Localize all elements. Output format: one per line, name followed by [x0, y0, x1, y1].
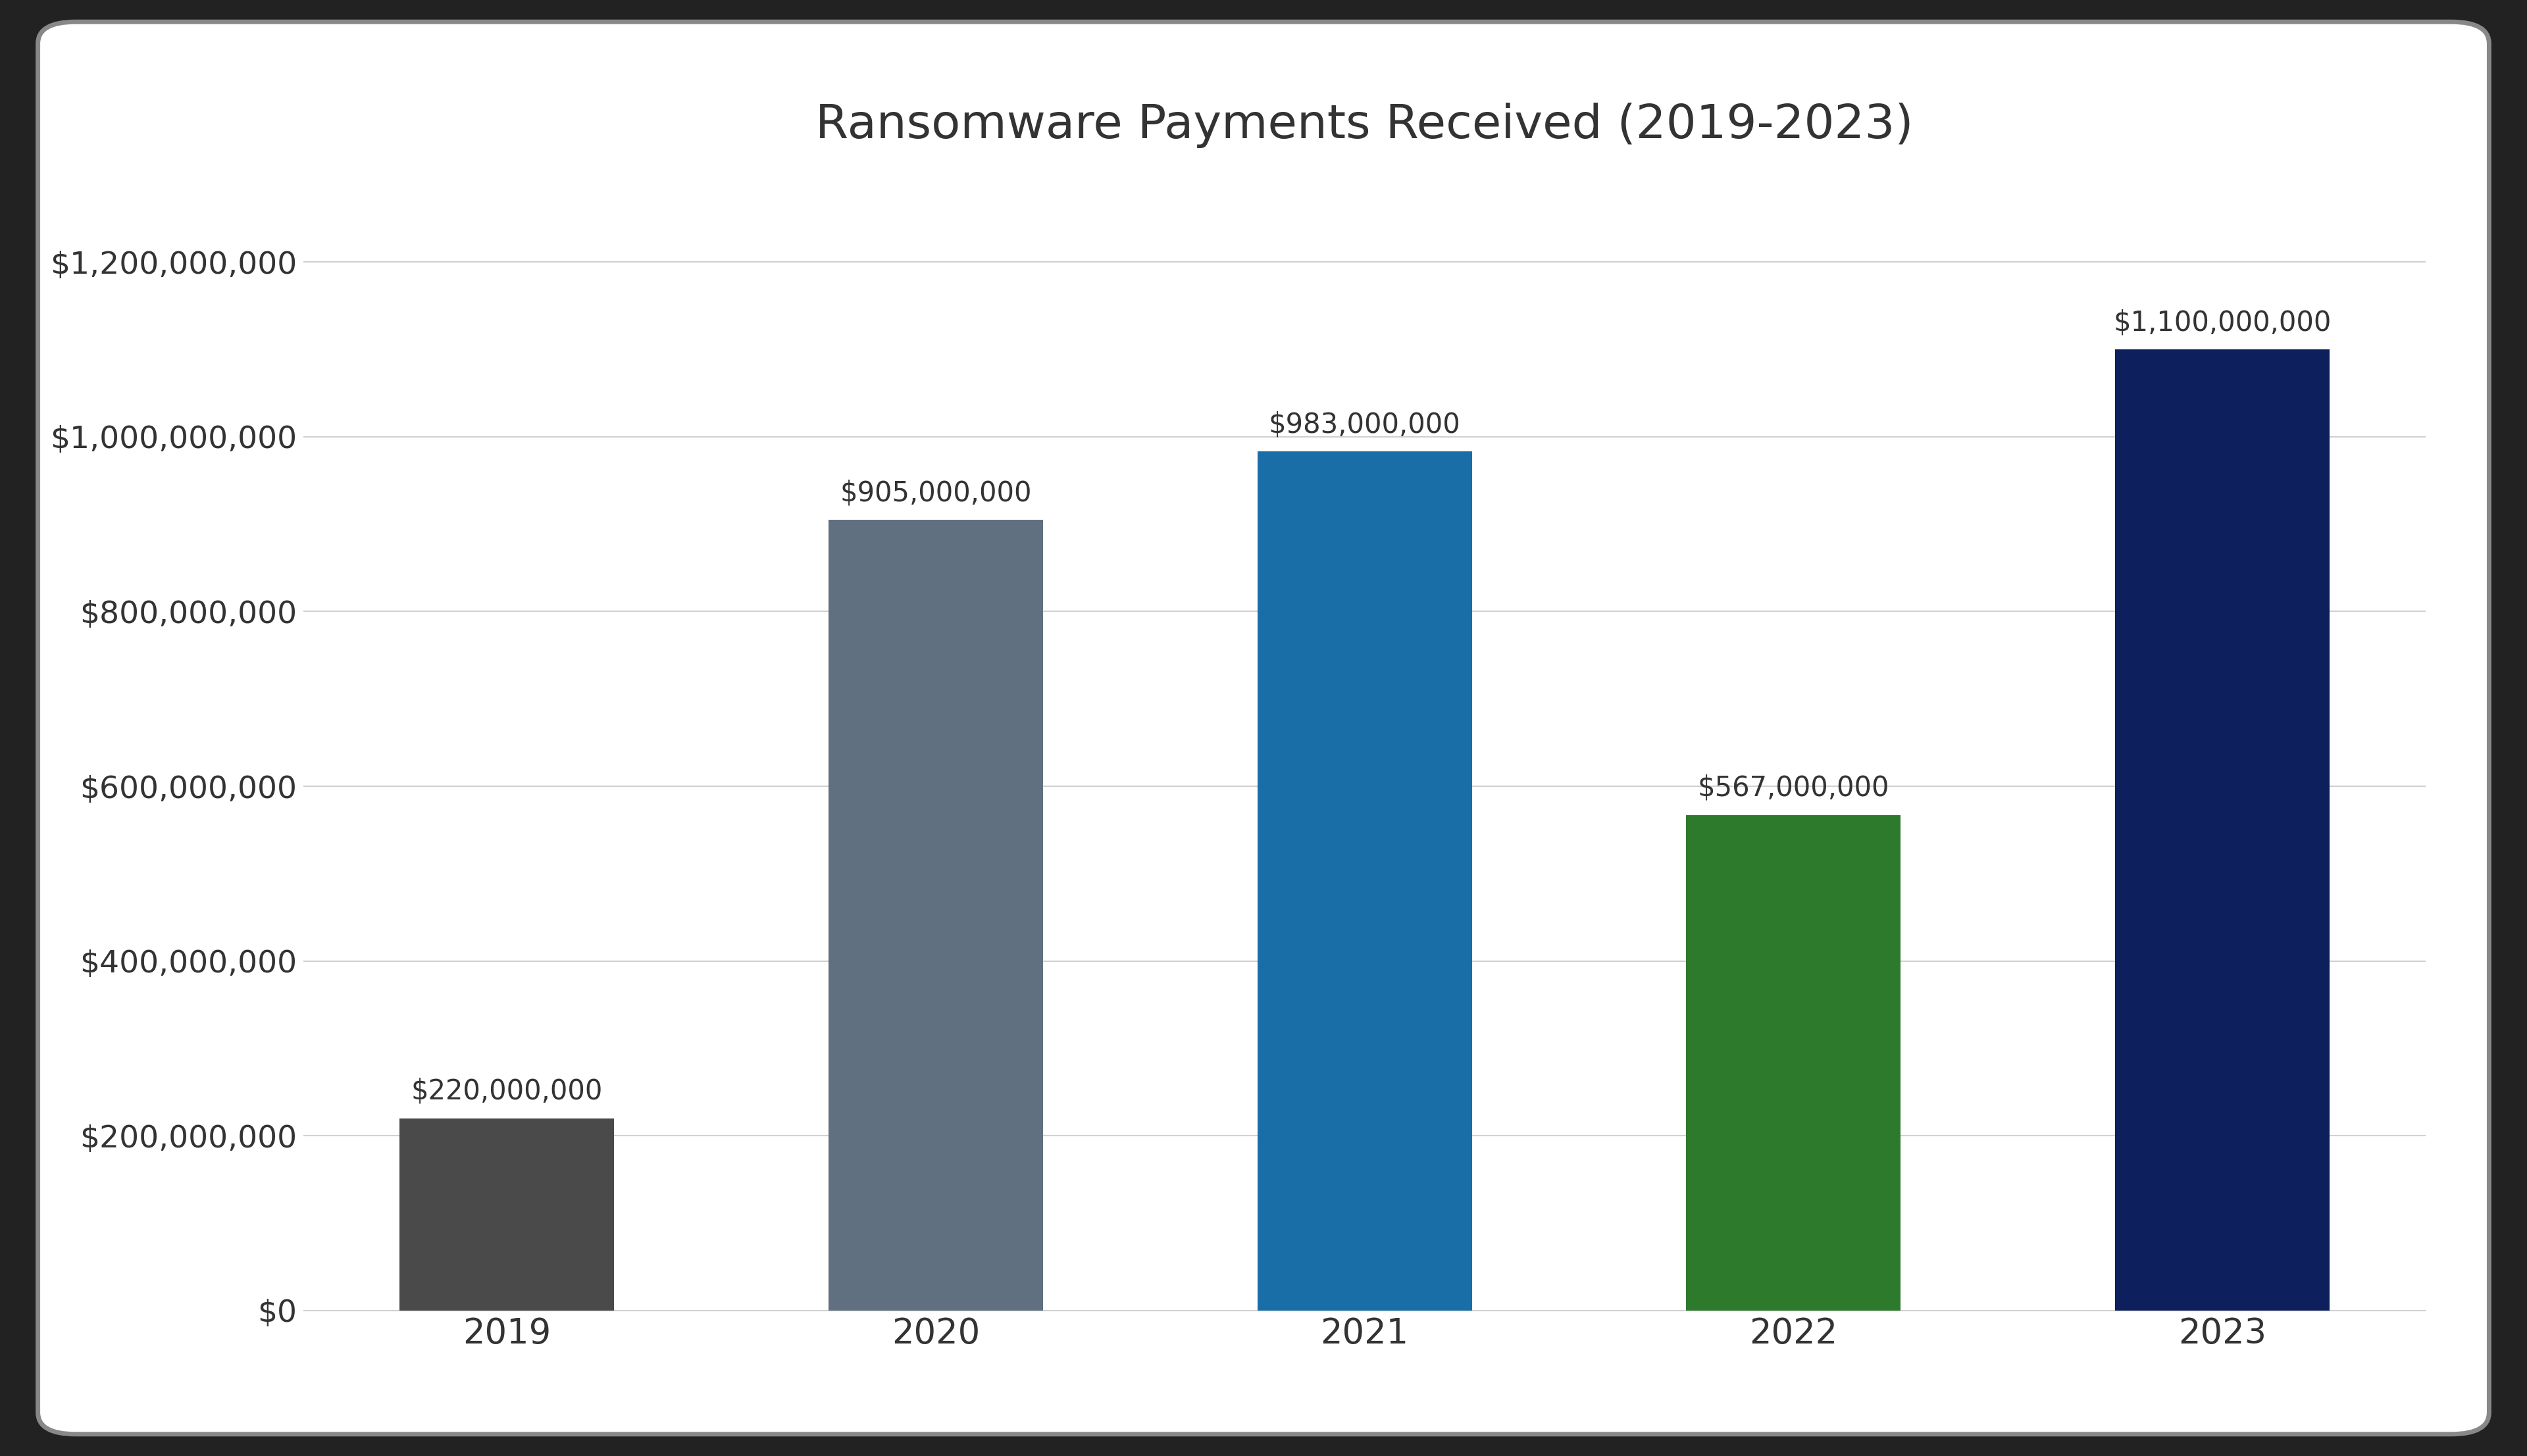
Title: Ransomware Payments Received (2019-2023): Ransomware Payments Received (2019-2023) — [816, 102, 1913, 149]
Text: $220,000,000: $220,000,000 — [412, 1077, 604, 1105]
Text: $905,000,000: $905,000,000 — [839, 479, 1031, 507]
Bar — [829, 520, 1044, 1310]
FancyBboxPatch shape — [38, 22, 2489, 1434]
Bar — [399, 1118, 614, 1310]
Bar — [1686, 815, 1900, 1310]
Text: $983,000,000: $983,000,000 — [1269, 411, 1461, 438]
Text: $1,100,000,000: $1,100,000,000 — [2113, 309, 2332, 336]
Text: $567,000,000: $567,000,000 — [1698, 775, 1890, 802]
Bar — [2115, 349, 2330, 1310]
Bar — [1258, 451, 1471, 1310]
